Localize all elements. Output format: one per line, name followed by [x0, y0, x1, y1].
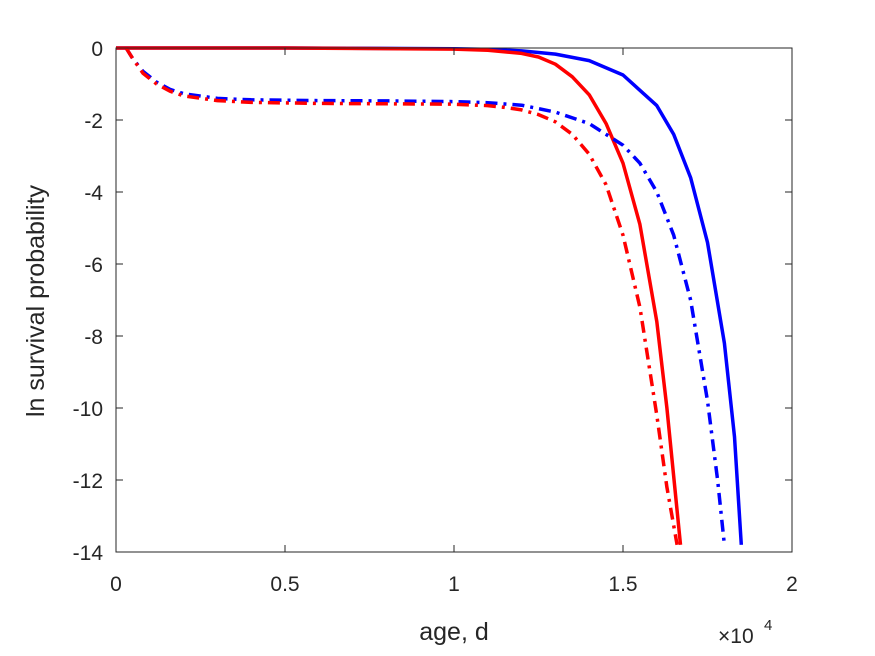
y-tick-label: 0: [91, 38, 103, 61]
y-tick-label: -12: [73, 470, 103, 493]
x-tick-label: 0: [110, 573, 122, 596]
series-red-solid: [116, 46, 683, 545]
y-tick-label: -4: [84, 182, 103, 205]
y-tick-label: -14: [73, 542, 104, 565]
y-tick-label: -10: [73, 398, 103, 421]
series-group: [116, 46, 744, 546]
x-axis-label: age, d: [419, 618, 489, 646]
x-axis-exponent: ×10: [718, 625, 754, 648]
plot-area: 0 0.5 1 1.5 2 0 -2 -4 -6 -8 -10 -12 -14: [73, 38, 798, 596]
x-tick-label: 0.5: [270, 573, 299, 596]
series-blue-dashdot: [124, 47, 727, 545]
y-tick-label: -6: [84, 254, 103, 277]
x-tick-label: 1.5: [608, 573, 637, 596]
x-tick-label: 1: [448, 573, 460, 596]
y-tick-label: -2: [84, 110, 103, 133]
y-axis-label: ln survival probability: [22, 184, 50, 417]
y-axis-ticks: 0 -2 -4 -6 -8 -10 -12 -14: [73, 38, 792, 565]
y-tick-label: -8: [84, 326, 103, 349]
x-tick-label: 2: [786, 573, 798, 596]
x-axis-ticks: 0 0.5 1 1.5 2: [110, 48, 798, 596]
x-axis-exponent-power: 4: [764, 617, 772, 634]
series-red-dashdot: [124, 47, 679, 546]
series-blue-solid: [116, 46, 744, 545]
